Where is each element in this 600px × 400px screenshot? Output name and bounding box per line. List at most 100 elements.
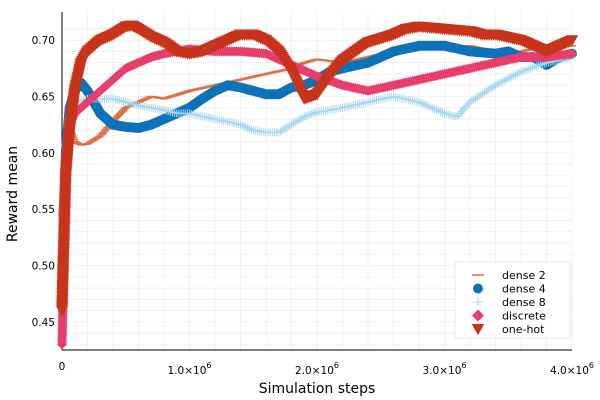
data-point bbox=[442, 109, 451, 118]
data-point bbox=[426, 103, 435, 112]
data-point bbox=[418, 99, 427, 108]
data-point bbox=[517, 67, 525, 76]
data-point bbox=[528, 63, 537, 72]
data-point bbox=[109, 94, 117, 103]
data-point bbox=[428, 104, 437, 113]
data-point bbox=[307, 110, 316, 119]
data-point bbox=[422, 101, 431, 110]
data-point bbox=[532, 62, 541, 71]
data-point bbox=[449, 111, 457, 120]
y-tick-label: 0.45 bbox=[32, 317, 55, 329]
legend-label: discrete bbox=[502, 310, 546, 323]
data-point bbox=[289, 119, 298, 128]
data-point bbox=[300, 112, 309, 121]
legend-label: dense 4 bbox=[502, 283, 546, 296]
data-point bbox=[305, 110, 314, 119]
data-point bbox=[243, 123, 252, 132]
data-point bbox=[160, 106, 168, 115]
data-point bbox=[500, 76, 509, 85]
data-point bbox=[247, 125, 256, 134]
data-point bbox=[117, 97, 126, 106]
data-point bbox=[283, 122, 292, 131]
data-point bbox=[292, 117, 301, 126]
data-point bbox=[504, 74, 513, 83]
data-point bbox=[170, 108, 179, 117]
data-point bbox=[302, 112, 311, 121]
data-point bbox=[436, 107, 445, 116]
data-point bbox=[123, 98, 132, 107]
data-point bbox=[522, 65, 531, 74]
data-point bbox=[126, 99, 134, 108]
data-point bbox=[511, 70, 520, 79]
legend-label: one-hot bbox=[502, 323, 545, 336]
data-point bbox=[294, 116, 303, 125]
data-point bbox=[164, 107, 173, 116]
legend-label: dense 8 bbox=[502, 296, 546, 309]
data-point bbox=[507, 72, 516, 81]
data-point bbox=[280, 125, 289, 134]
y-tick-label: 0.60 bbox=[32, 148, 55, 160]
data-point bbox=[238, 121, 247, 130]
data-point bbox=[236, 120, 245, 129]
data-point bbox=[444, 110, 453, 119]
data-point bbox=[274, 128, 283, 137]
data-point bbox=[291, 118, 300, 127]
data-point bbox=[245, 124, 254, 133]
data-point bbox=[309, 109, 318, 118]
data-point bbox=[515, 68, 524, 77]
data-point bbox=[567, 48, 577, 59]
data-point bbox=[536, 60, 545, 69]
data-point bbox=[240, 122, 249, 131]
x-tick-label: 1.0×106 bbox=[168, 361, 212, 377]
data-point bbox=[493, 80, 502, 89]
data-point bbox=[121, 98, 130, 107]
data-point bbox=[166, 107, 175, 116]
data-point bbox=[506, 73, 515, 82]
legend-label: dense 2 bbox=[502, 269, 546, 282]
data-point bbox=[513, 69, 522, 78]
data-point bbox=[440, 109, 449, 118]
legend-marker bbox=[473, 297, 483, 307]
series-one-hot bbox=[55, 20, 579, 317]
data-point bbox=[111, 95, 120, 104]
data-point bbox=[446, 111, 455, 120]
data-point bbox=[451, 112, 460, 121]
y-tick-label: 0.50 bbox=[32, 261, 55, 273]
data-point bbox=[430, 105, 439, 114]
data-point bbox=[526, 64, 535, 73]
data-point bbox=[130, 100, 139, 109]
data-point bbox=[287, 120, 296, 129]
x-axis-title: Simulation steps bbox=[259, 381, 376, 397]
data-point bbox=[495, 79, 504, 88]
data-point bbox=[303, 111, 312, 120]
data-point bbox=[128, 99, 137, 108]
data-point bbox=[113, 95, 122, 104]
data-point bbox=[520, 66, 529, 75]
data-point bbox=[285, 121, 294, 130]
data-point bbox=[420, 100, 429, 109]
data-point bbox=[424, 102, 433, 111]
x-tick-label: 0 bbox=[59, 361, 66, 373]
data-point bbox=[241, 123, 250, 132]
series-layer bbox=[55, 20, 579, 350]
data-point bbox=[298, 113, 307, 122]
x-tick-label: 4.0×106 bbox=[550, 361, 594, 377]
data-point bbox=[115, 96, 124, 105]
y-tick-label: 0.65 bbox=[32, 92, 55, 104]
data-point bbox=[282, 124, 291, 133]
data-point bbox=[524, 64, 533, 73]
tick-layer: 0 1.0×106 2.0×106 3.0×106 4.0×106 0.45 0.50 0.5… bbox=[32, 35, 594, 377]
legend-marker bbox=[473, 283, 483, 294]
data-point bbox=[565, 35, 579, 47]
y-tick-label: 0.70 bbox=[32, 35, 55, 47]
data-point bbox=[496, 78, 505, 87]
data-point bbox=[491, 81, 500, 90]
data-point bbox=[534, 61, 543, 70]
data-point bbox=[509, 71, 518, 80]
data-point bbox=[168, 108, 177, 117]
x-tick-label: 3.0×106 bbox=[423, 361, 467, 377]
y-axis-title: Reward mean bbox=[5, 146, 21, 242]
data-point bbox=[438, 108, 447, 117]
data-point bbox=[415, 98, 423, 107]
